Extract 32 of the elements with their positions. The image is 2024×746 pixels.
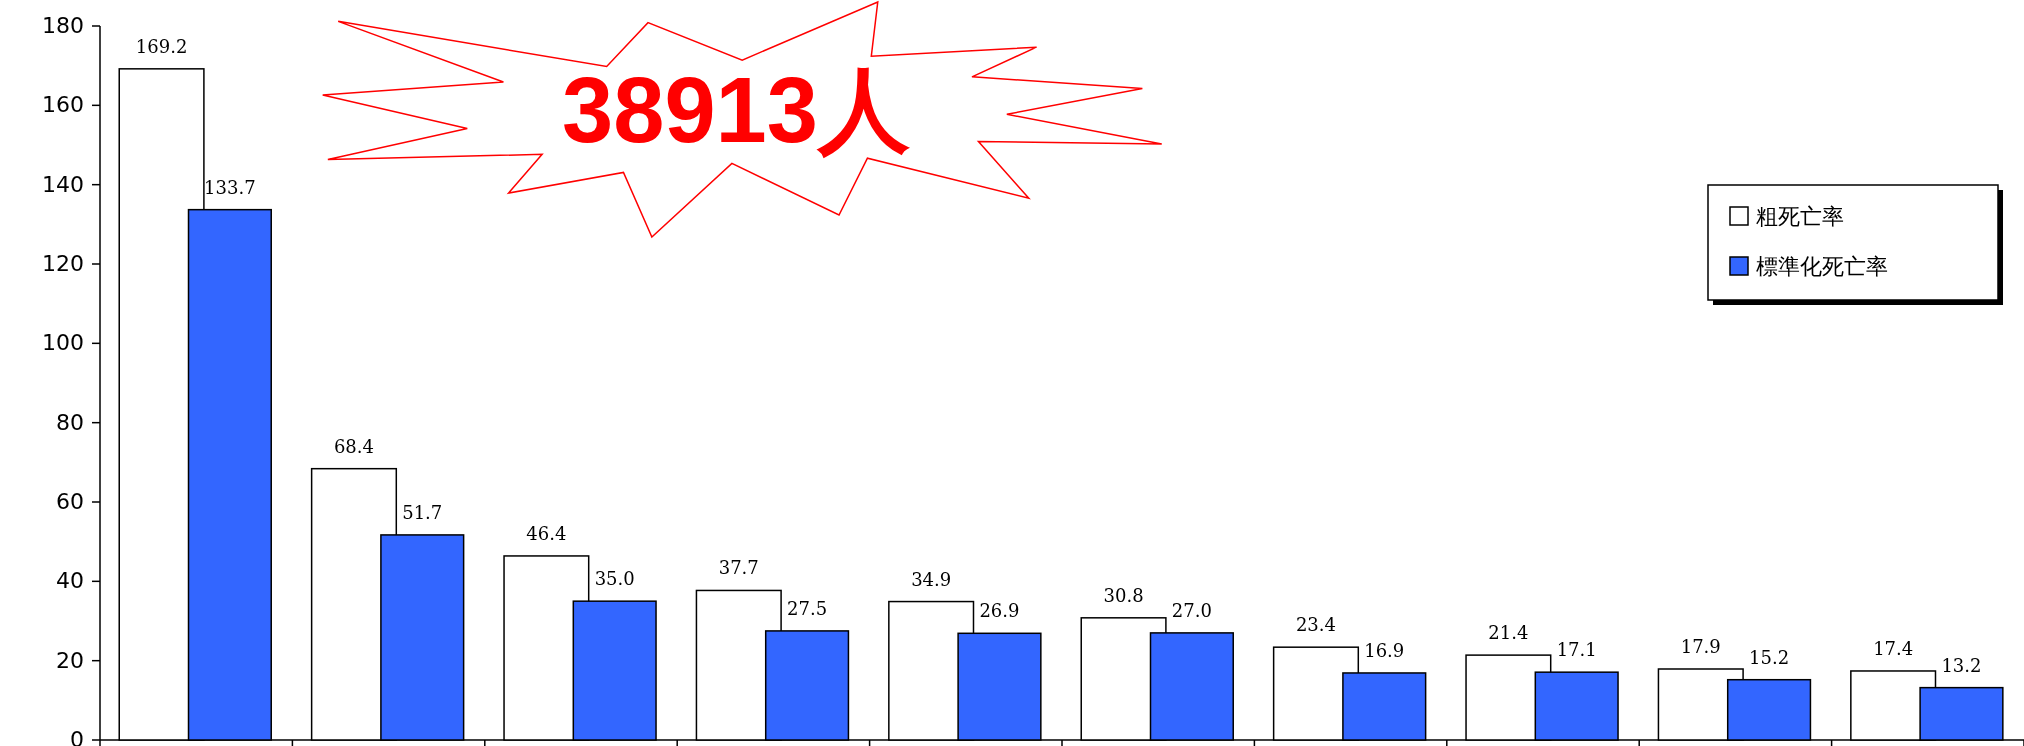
data-label: 15.2	[1749, 646, 1790, 668]
y-tick-label: 40	[56, 568, 84, 594]
data-label: 34.9	[911, 568, 952, 590]
data-label: 13.2	[1941, 654, 1982, 676]
y-tick-label: 20	[56, 647, 84, 673]
data-label: 17.1	[1556, 639, 1597, 661]
data-label: 17.9	[1680, 636, 1721, 657]
data-label: 27.0	[1171, 599, 1212, 621]
data-label: 17.4	[1873, 637, 1914, 659]
data-label: 169.2	[135, 35, 188, 57]
y-tick-label: 160	[42, 92, 84, 118]
legend-label: 粗死亡率	[1756, 204, 1844, 229]
data-label: 37.7	[718, 557, 759, 579]
data-label: 27.5	[787, 597, 828, 619]
y-tick-label: 120	[42, 251, 84, 276]
y-tick-label: 100	[42, 330, 84, 356]
annotation: 38913人	[562, 59, 910, 161]
data-label: 26.9	[979, 600, 1020, 622]
data-label: 51.7	[402, 501, 443, 523]
data-label: 35.0	[594, 568, 635, 590]
data-label: 133.7	[204, 176, 256, 198]
legend-label: 標準化死亡率	[1756, 254, 1888, 279]
y-tick-label: 180	[42, 13, 84, 38]
data-label: 46.4	[526, 522, 567, 544]
data-label: 23.4	[1295, 614, 1337, 636]
data-label: 21.4	[1488, 622, 1529, 644]
y-tick-label: 60	[56, 489, 84, 514]
data-label: 68.4	[333, 435, 375, 457]
y-tick-label: 140	[42, 171, 84, 197]
y-tick-label: 80	[56, 409, 84, 435]
data-label: 30.8	[1103, 584, 1144, 606]
data-label: 16.9	[1364, 639, 1405, 661]
